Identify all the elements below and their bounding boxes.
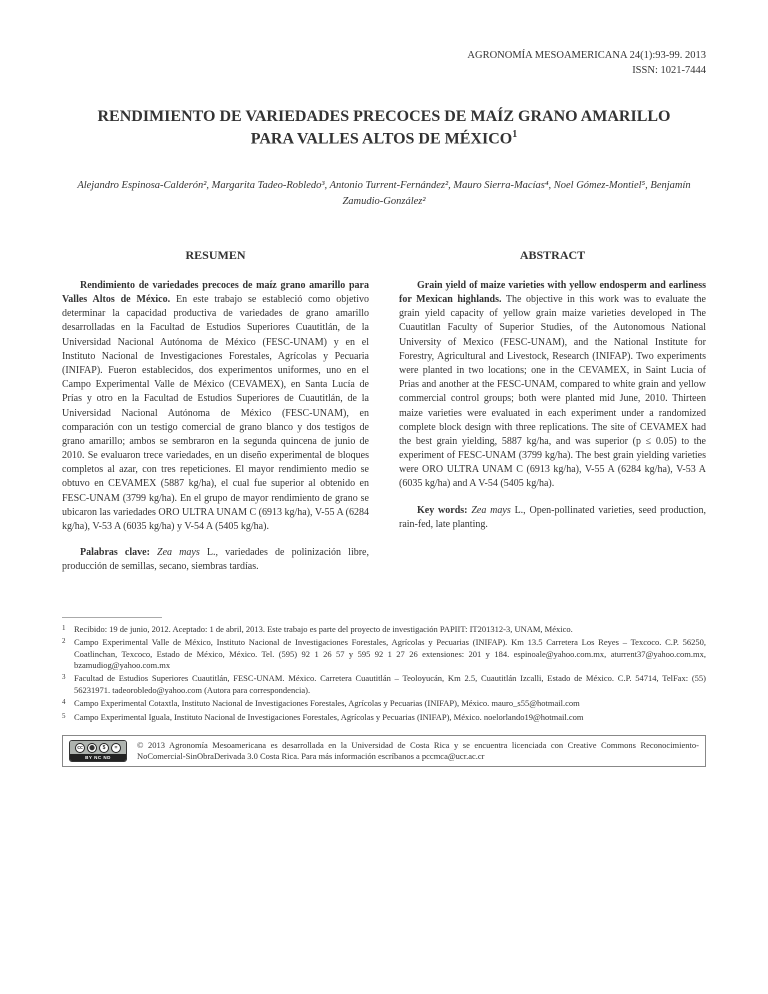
resumen-p1: Rendimiento de variedades precoces de ma… — [62, 279, 369, 534]
abstract-keywords: Key words: Zea mays L., Open-pollinated … — [399, 504, 706, 532]
resumen-column: RESUMEN Rendimiento de variedades precoc… — [62, 247, 369, 586]
abstract-kw-label: Key words: — [417, 505, 468, 516]
abstract-p1: Grain yield of maize varieties with yell… — [399, 279, 706, 492]
cc-icon: cc — [75, 743, 85, 753]
footnote: 1Recibido: 19 de junio, 2012. Aceptado: … — [62, 624, 706, 635]
abstract-kw-italic: Zea mays — [468, 505, 511, 516]
abstract-p1-rest: The objective in this work was to evalua… — [399, 294, 706, 489]
fn-text: Campo Experimental Cotaxtla, Instituto N… — [74, 698, 706, 709]
by-icon: ⬤ — [87, 743, 97, 753]
license-box: cc ⬤ $ = BY NC ND © 2013 Agronomía Mesoa… — [62, 735, 706, 767]
journal-citation: AGRONOMÍA MESOAMERICANA 24(1):93-99. 201… — [62, 48, 706, 63]
resumen-heading: RESUMEN — [62, 247, 369, 264]
abstract-column: ABSTRACT Grain yield of maize varieties … — [399, 247, 706, 586]
title-footnote-ref: 1 — [512, 129, 517, 140]
nc-icon: $ — [99, 743, 109, 753]
fn-num: 1 — [62, 624, 74, 635]
title-text: RENDIMIENTO DE VARIEDADES PRECOCES DE MA… — [98, 108, 671, 147]
nd-icon: = — [111, 743, 121, 753]
article-title: RENDIMIENTO DE VARIEDADES PRECOCES DE MA… — [62, 106, 706, 150]
license-text: © 2013 Agronomía Mesoamericana es desarr… — [137, 740, 699, 762]
abstract-heading: ABSTRACT — [399, 247, 706, 264]
issn: ISSN: 1021-7444 — [62, 63, 706, 78]
cc-badge-icon: cc ⬤ $ = BY NC ND — [69, 740, 127, 762]
fn-text: Recibido: 19 de junio, 2012. Aceptado: 1… — [74, 624, 706, 635]
journal-header: AGRONOMÍA MESOAMERICANA 24(1):93-99. 201… — [62, 48, 706, 78]
resumen-keywords: Palabras clave: Zea mays L., variedades … — [62, 546, 369, 574]
authors-list: Alejandro Espinosa-Calderón², Margarita … — [62, 178, 706, 210]
fn-num: 3 — [62, 673, 74, 696]
footnote: 2Campo Experimental Valle de México, Ins… — [62, 637, 706, 671]
footnote: 4Campo Experimental Cotaxtla, Instituto … — [62, 698, 706, 709]
footnote: 5Campo Experimental Iguala, Instituto Na… — [62, 712, 706, 723]
resumen-kw-label: Palabras clave: — [80, 547, 150, 558]
fn-num: 5 — [62, 712, 74, 723]
footnote-divider — [62, 617, 162, 618]
fn-text: Facultad de Estudios Superiores Cuautitl… — [74, 673, 706, 696]
fn-text: Campo Experimental Iguala, Instituto Nac… — [74, 712, 706, 723]
fn-num: 2 — [62, 637, 74, 671]
two-column-layout: RESUMEN Rendimiento de variedades precoc… — [62, 247, 706, 586]
cc-label: BY NC ND — [70, 754, 126, 761]
resumen-p1-rest: En este trabajo se estableció como objet… — [62, 294, 369, 532]
fn-text: Campo Experimental Valle de México, Inst… — [74, 637, 706, 671]
footnotes-block: 1Recibido: 19 de junio, 2012. Aceptado: … — [62, 624, 706, 724]
resumen-kw-italic: Zea mays — [150, 547, 200, 558]
fn-num: 4 — [62, 698, 74, 709]
footnote: 3Facultad de Estudios Superiores Cuautit… — [62, 673, 706, 696]
